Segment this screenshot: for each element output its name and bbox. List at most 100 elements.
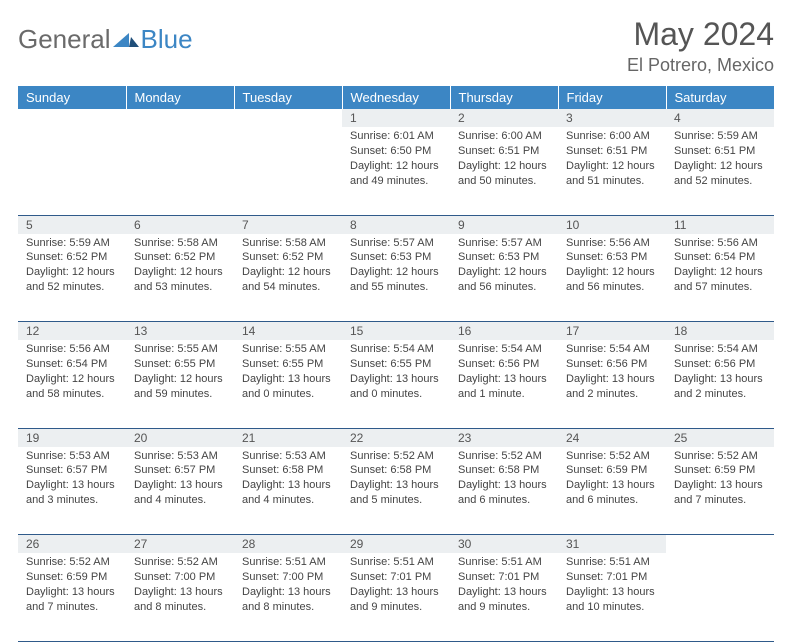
day-line: Sunset: 6:58 PM	[242, 463, 334, 478]
day-cell-body	[666, 553, 774, 561]
day-line: Sunset: 7:01 PM	[458, 570, 550, 585]
day-line: Daylight: 13 hours	[350, 372, 442, 387]
day-cell: Sunrise: 5:55 AMSunset: 6:55 PMDaylight:…	[126, 340, 234, 428]
day-cell: Sunrise: 6:01 AMSunset: 6:50 PMDaylight:…	[342, 127, 450, 215]
weekday-header: Wednesday	[342, 86, 450, 109]
day-line: Daylight: 13 hours	[566, 372, 658, 387]
day-number-cell: 3	[558, 109, 666, 127]
day-line: Sunset: 6:57 PM	[26, 463, 118, 478]
daynum-row: 19202122232425	[18, 428, 774, 447]
day-line: Daylight: 13 hours	[458, 372, 550, 387]
day-line: Daylight: 12 hours	[26, 372, 118, 387]
day-line: Sunrise: 5:54 AM	[458, 342, 550, 357]
day-line: Daylight: 12 hours	[458, 159, 550, 174]
day-line: and 6 minutes.	[566, 493, 658, 508]
day-line: Sunset: 6:55 PM	[242, 357, 334, 372]
day-line: Sunset: 6:55 PM	[134, 357, 226, 372]
day-cell: Sunrise: 5:54 AMSunset: 6:56 PMDaylight:…	[666, 340, 774, 428]
daynum-row: 12131415161718	[18, 322, 774, 341]
day-number-cell: 16	[450, 322, 558, 341]
day-line: and 52 minutes.	[26, 280, 118, 295]
day-line: Daylight: 13 hours	[134, 585, 226, 600]
day-cell: Sunrise: 5:52 AMSunset: 6:58 PMDaylight:…	[342, 447, 450, 535]
day-number-cell: 19	[18, 428, 126, 447]
day-line: Sunrise: 5:54 AM	[350, 342, 442, 357]
day-cell: Sunrise: 5:51 AMSunset: 7:00 PMDaylight:…	[234, 553, 342, 641]
day-number-cell: 11	[666, 215, 774, 234]
day-number-cell: 9	[450, 215, 558, 234]
day-line: and 1 minute.	[458, 387, 550, 402]
day-line: and 0 minutes.	[242, 387, 334, 402]
day-line: Sunrise: 5:58 AM	[134, 236, 226, 251]
day-line: and 52 minutes.	[674, 174, 766, 189]
day-number-cell: 8	[342, 215, 450, 234]
week-row: Sunrise: 5:59 AMSunset: 6:52 PMDaylight:…	[18, 234, 774, 322]
day-cell: Sunrise: 5:54 AMSunset: 6:56 PMDaylight:…	[450, 340, 558, 428]
day-cell: Sunrise: 5:57 AMSunset: 6:53 PMDaylight:…	[450, 234, 558, 322]
day-line: Sunset: 6:56 PM	[566, 357, 658, 372]
calendar-head: SundayMondayTuesdayWednesdayThursdayFrid…	[18, 86, 774, 109]
day-cell-body: Sunrise: 5:57 AMSunset: 6:53 PMDaylight:…	[342, 234, 450, 301]
day-line: and 58 minutes.	[26, 387, 118, 402]
day-line: Daylight: 12 hours	[566, 159, 658, 174]
day-number-cell: 28	[234, 535, 342, 554]
weekday-header: Tuesday	[234, 86, 342, 109]
day-line: Sunrise: 5:52 AM	[134, 555, 226, 570]
weekday-row: SundayMondayTuesdayWednesdayThursdayFrid…	[18, 86, 774, 109]
day-number-cell	[126, 109, 234, 127]
day-cell: Sunrise: 5:51 AMSunset: 7:01 PMDaylight:…	[558, 553, 666, 641]
day-line: Sunset: 6:54 PM	[674, 250, 766, 265]
day-cell: Sunrise: 5:52 AMSunset: 6:59 PMDaylight:…	[558, 447, 666, 535]
day-cell: Sunrise: 5:56 AMSunset: 6:54 PMDaylight:…	[18, 340, 126, 428]
day-cell-body: Sunrise: 5:56 AMSunset: 6:53 PMDaylight:…	[558, 234, 666, 301]
day-cell	[126, 127, 234, 215]
week-row: Sunrise: 6:01 AMSunset: 6:50 PMDaylight:…	[18, 127, 774, 215]
day-line: Sunset: 6:56 PM	[674, 357, 766, 372]
day-line: and 3 minutes.	[26, 493, 118, 508]
day-number-cell: 23	[450, 428, 558, 447]
day-line: Sunrise: 5:54 AM	[674, 342, 766, 357]
day-line: Daylight: 13 hours	[350, 478, 442, 493]
day-line: Sunset: 6:53 PM	[458, 250, 550, 265]
day-number-cell: 13	[126, 322, 234, 341]
day-cell: Sunrise: 5:59 AMSunset: 6:52 PMDaylight:…	[18, 234, 126, 322]
day-line: and 2 minutes.	[566, 387, 658, 402]
day-cell-body: Sunrise: 5:52 AMSunset: 6:58 PMDaylight:…	[342, 447, 450, 514]
day-number-cell: 14	[234, 322, 342, 341]
day-line: Sunrise: 6:01 AM	[350, 129, 442, 144]
day-cell-body: Sunrise: 5:58 AMSunset: 6:52 PMDaylight:…	[234, 234, 342, 301]
day-cell-body: Sunrise: 5:53 AMSunset: 6:57 PMDaylight:…	[126, 447, 234, 514]
page-title: May 2024	[627, 16, 774, 53]
day-line: and 7 minutes.	[26, 600, 118, 615]
day-number-cell: 5	[18, 215, 126, 234]
day-cell: Sunrise: 5:52 AMSunset: 7:00 PMDaylight:…	[126, 553, 234, 641]
day-number-cell	[666, 535, 774, 554]
day-cell: Sunrise: 5:52 AMSunset: 6:59 PMDaylight:…	[18, 553, 126, 641]
day-cell: Sunrise: 5:52 AMSunset: 6:58 PMDaylight:…	[450, 447, 558, 535]
day-line: Daylight: 13 hours	[242, 478, 334, 493]
day-line: and 5 minutes.	[350, 493, 442, 508]
day-number-cell: 15	[342, 322, 450, 341]
day-number-cell: 10	[558, 215, 666, 234]
day-number-cell: 20	[126, 428, 234, 447]
day-cell-body: Sunrise: 6:01 AMSunset: 6:50 PMDaylight:…	[342, 127, 450, 194]
day-line: Sunset: 7:01 PM	[566, 570, 658, 585]
day-number-cell	[18, 109, 126, 127]
daynum-row: 1234	[18, 109, 774, 127]
week-row: Sunrise: 5:52 AMSunset: 6:59 PMDaylight:…	[18, 553, 774, 641]
day-cell-body	[234, 127, 342, 135]
day-line: Daylight: 12 hours	[674, 265, 766, 280]
day-number-cell: 4	[666, 109, 774, 127]
day-line: Daylight: 12 hours	[458, 265, 550, 280]
day-line: Daylight: 12 hours	[350, 159, 442, 174]
day-number-cell: 12	[18, 322, 126, 341]
day-cell-body: Sunrise: 5:56 AMSunset: 6:54 PMDaylight:…	[18, 340, 126, 407]
day-line: Sunset: 6:53 PM	[566, 250, 658, 265]
day-cell: Sunrise: 5:59 AMSunset: 6:51 PMDaylight:…	[666, 127, 774, 215]
day-line: Sunrise: 5:55 AM	[242, 342, 334, 357]
day-cell-body: Sunrise: 5:51 AMSunset: 7:01 PMDaylight:…	[450, 553, 558, 620]
day-line: Sunrise: 5:51 AM	[566, 555, 658, 570]
day-cell-body: Sunrise: 5:52 AMSunset: 6:59 PMDaylight:…	[666, 447, 774, 514]
day-cell-body: Sunrise: 5:52 AMSunset: 6:58 PMDaylight:…	[450, 447, 558, 514]
day-line: and 6 minutes.	[458, 493, 550, 508]
